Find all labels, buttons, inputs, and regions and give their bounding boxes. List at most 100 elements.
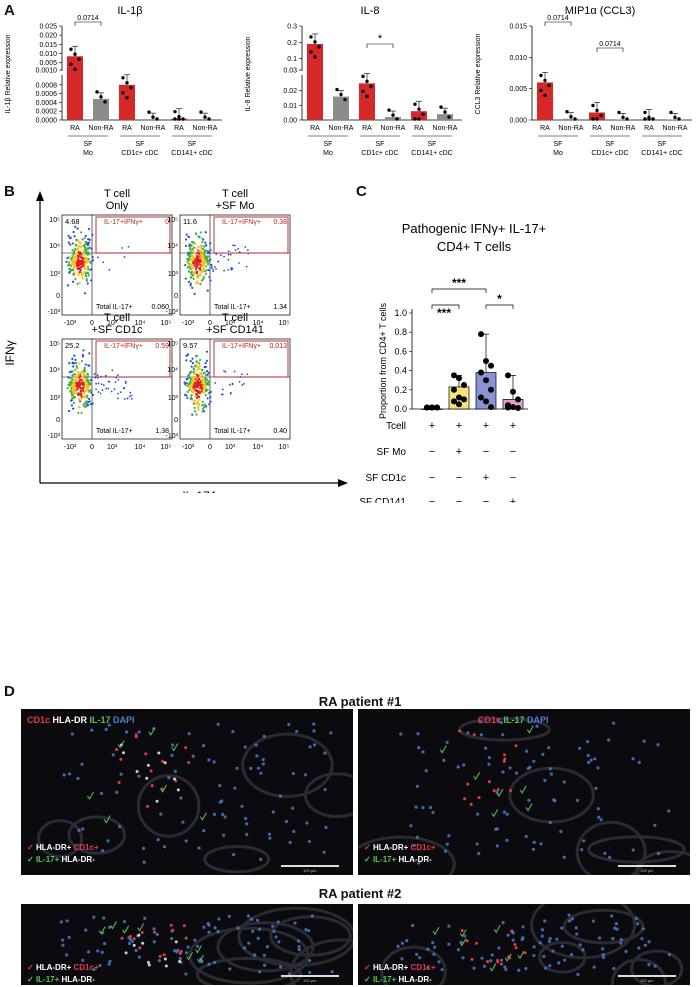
significance-label: ***	[452, 276, 466, 290]
x-tick-label: Non-RA	[559, 125, 584, 132]
event-dot	[201, 400, 204, 404]
nucleus-dot	[62, 773, 66, 777]
event-dot	[104, 374, 107, 377]
nucleus-dot	[555, 937, 559, 941]
micrograph-image	[59, 906, 353, 985]
nucleus-dot	[297, 948, 301, 952]
y-tick-label: 0.0000	[36, 118, 58, 125]
nucleus-dot	[287, 722, 291, 727]
event-dot	[205, 350, 209, 353]
event-dot	[77, 267, 81, 270]
event-dot	[91, 259, 95, 262]
data-point	[391, 113, 395, 117]
event-dot	[189, 284, 192, 287]
y-tick-label: 0	[174, 417, 178, 424]
nucleus-dot	[292, 829, 296, 834]
event-dot	[198, 252, 201, 255]
gate-label: IL-17+IFNγ+	[104, 343, 143, 350]
event-dot	[72, 252, 75, 255]
legend-text: HLA-DR-	[398, 975, 432, 984]
event-dot	[206, 397, 209, 400]
nucleus-dot	[77, 828, 81, 832]
cd1c-dot	[140, 931, 144, 935]
event-dot	[82, 379, 85, 383]
event-dot	[215, 268, 217, 270]
event-dot	[77, 254, 80, 257]
cd1c-dot	[144, 752, 148, 756]
cd1c-dot	[466, 782, 470, 786]
data-point	[429, 404, 435, 411]
gate-box	[95, 216, 171, 254]
significance-label: 0.0714	[599, 41, 621, 48]
x-tick-label: -10³	[182, 320, 195, 327]
nucleus-dot	[76, 776, 80, 781]
scale-bar	[618, 865, 676, 867]
nucleus-dot	[400, 957, 404, 961]
event-dot	[205, 370, 209, 373]
event-dot	[85, 258, 88, 261]
event-dot	[220, 393, 223, 396]
group-label: SF	[428, 141, 437, 148]
il17-arrow	[459, 929, 467, 938]
event-dot	[238, 380, 241, 383]
il17-arrow	[87, 791, 94, 800]
event-dot	[186, 390, 189, 393]
nucleus-dot	[612, 966, 616, 971]
event-dot	[71, 397, 74, 400]
event-dot	[219, 254, 222, 257]
check-icon: ✓	[27, 963, 36, 972]
hla-dot	[132, 943, 136, 947]
tissue-structure	[635, 850, 690, 875]
hla-dot	[155, 799, 159, 803]
event-dot	[78, 362, 81, 365]
nucleus-dot	[92, 915, 96, 919]
event-dot	[204, 385, 207, 388]
event-dot	[198, 236, 201, 239]
nucleus-dot	[440, 968, 444, 972]
nucleus-dot	[501, 770, 505, 774]
micrograph-p1-left: CD1c HLA-DR IL-17 DAPI ✓ HLA-DR+ CD1c+ ✓ I…	[21, 709, 353, 875]
event-dot	[192, 391, 195, 394]
x-tick-label: 10⁴	[135, 320, 146, 327]
event-dot	[114, 381, 117, 384]
x-tick-label: RA	[592, 125, 602, 132]
nucleus-dot	[207, 758, 211, 762]
data-point	[199, 110, 203, 114]
nucleus-dot	[539, 842, 543, 846]
significance-bracket	[74, 21, 102, 26]
data-point	[673, 115, 677, 120]
nucleus-dot	[262, 734, 266, 738]
condition-mark: −	[429, 446, 435, 458]
condition-mark: −	[510, 472, 516, 484]
condition-mark: −	[429, 472, 435, 484]
event-dot	[69, 236, 72, 239]
nucleus-dot	[245, 832, 249, 837]
data-point	[155, 117, 159, 121]
nucleus-dot	[505, 812, 509, 816]
data-point	[451, 398, 457, 405]
tissue-structure	[136, 774, 201, 838]
nucleus-dot	[254, 743, 258, 747]
event-dot	[69, 264, 73, 267]
nucleus-dot	[170, 753, 174, 757]
event-dot	[195, 396, 199, 400]
nucleus-dot	[323, 788, 327, 792]
event-dot	[84, 380, 87, 383]
event-dot	[88, 260, 92, 263]
nucleus-dot	[553, 799, 557, 803]
data-point	[478, 369, 484, 376]
total-value: 1.38	[155, 428, 169, 435]
event-dot	[229, 383, 231, 386]
nucleus-dot	[487, 762, 491, 766]
event-dot	[203, 383, 206, 386]
nucleus-dot	[592, 965, 596, 969]
tissue-structure	[530, 904, 637, 960]
nucleus-dot	[195, 944, 200, 948]
event-dot	[83, 395, 86, 398]
nucleus-dot	[466, 731, 470, 735]
data-point	[539, 73, 543, 78]
event-dot	[84, 388, 87, 391]
nucleus-dot	[312, 722, 316, 726]
event-dot	[82, 349, 85, 352]
event-dot	[68, 409, 71, 413]
